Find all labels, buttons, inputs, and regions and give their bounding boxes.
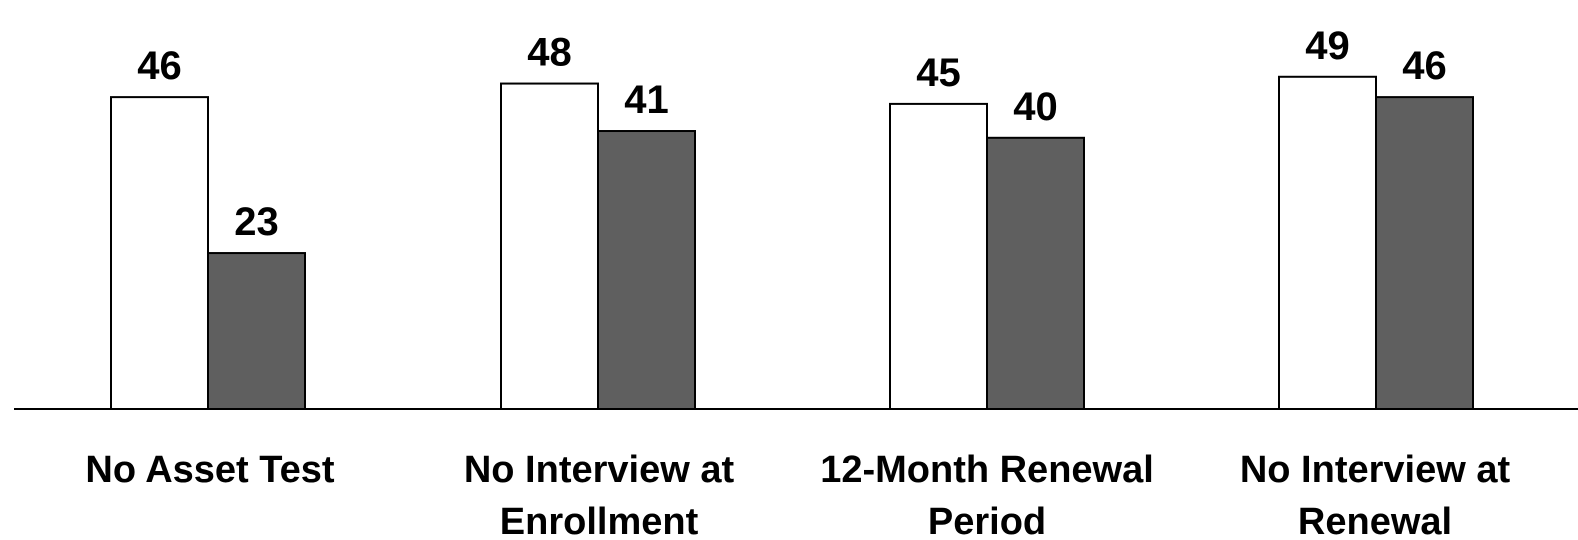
bar-s1-c4	[1278, 75, 1377, 410]
category-labels-group: No Asset Test No Interview at Enrollment 12…	[85, 449, 1510, 540]
category-label-1: No Asset Test	[85, 449, 335, 491]
bar-s2-c3	[986, 136, 1085, 411]
data-label-s1-c4: 49	[1305, 24, 1350, 68]
bar-s2-c4	[1375, 96, 1474, 411]
category-label-2: No Interview at Enrollment	[464, 449, 735, 540]
bar-s2-c1	[207, 252, 306, 410]
data-label-s1-c2: 48	[527, 31, 572, 75]
value-labels-group: 46 23 48 41 45 40 49 46	[137, 24, 1447, 244]
data-label-s1-c1: 46	[137, 44, 182, 88]
data-label-s2-c2: 41	[624, 78, 669, 122]
bars-group	[110, 75, 1474, 411]
category-label-4-line-2: Renewal	[1298, 501, 1452, 540]
bar-s1-c1	[110, 96, 209, 411]
category-label-2-line-1: No Interview at	[464, 449, 735, 491]
category-label-3-line-1: 12-Month Renewal	[820, 449, 1154, 491]
bar-s1-c3	[889, 102, 988, 411]
category-label-3: 12-Month Renewal Period	[820, 449, 1154, 540]
bar-s2-c2	[597, 130, 696, 411]
category-label-2-line-2: Enrollment	[500, 501, 699, 540]
data-label-s2-c4: 46	[1402, 44, 1447, 88]
category-label-1-line-1: No Asset Test	[85, 449, 335, 491]
category-label-4: No Interview at Renewal	[1240, 449, 1511, 540]
data-label-s2-c3: 40	[1013, 85, 1058, 129]
data-label-s2-c1: 23	[234, 200, 279, 244]
category-label-4-line-1: No Interview at	[1240, 449, 1511, 491]
data-label-s1-c3: 45	[916, 51, 961, 95]
category-label-3-line-2: Period	[928, 501, 1046, 540]
bar-s1-c2	[500, 82, 599, 410]
